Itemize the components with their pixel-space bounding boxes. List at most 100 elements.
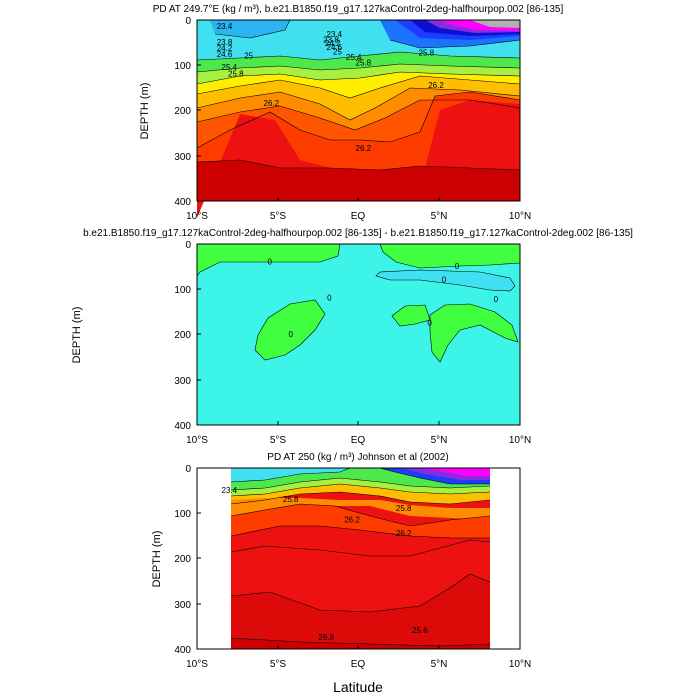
p1-contour-label-13: 25 xyxy=(333,47,342,56)
p2-contour-line-3 xyxy=(375,269,516,292)
p3-contour-line-1 xyxy=(230,467,351,483)
panel-3-title: PD AT 250 (kg / m³) Johnson et al (2002) xyxy=(267,452,448,463)
p2-xtick-label-1: 10°S xyxy=(186,435,208,446)
p1-band-dark-red xyxy=(197,160,520,201)
p2-xtick-label-2: 5°S xyxy=(270,435,287,446)
p2-contour-label-3: 0 xyxy=(327,294,332,303)
p2-contour-line-2 xyxy=(379,243,521,269)
p1-ytick-label-2: 100 xyxy=(174,61,191,72)
p3-contour-line-2 xyxy=(230,477,491,491)
p3-ytick-label-2: 100 xyxy=(174,509,191,520)
p2-xtick-label-5: 10°N xyxy=(509,435,531,446)
p2-contour-label-7: 0 xyxy=(494,295,499,304)
p2-contour-line-1 xyxy=(196,243,341,277)
panel-2-title: b.e21.B1850.f19_g17.127kaControl-2deg-ha… xyxy=(83,228,633,239)
p1-xtick-label-2: 5°S xyxy=(270,211,287,222)
p1-contour-line-6 xyxy=(196,99,521,131)
p1-ytick-label-3: 200 xyxy=(174,106,191,117)
p1-contour-label-15: 25.8 xyxy=(356,58,372,67)
p2-xtick-label-3: EQ xyxy=(351,435,366,446)
p3-xtick-label-4: 5°N xyxy=(431,659,448,670)
p3-band-dark-red xyxy=(231,638,490,649)
panel-2-contour-fill xyxy=(197,244,520,425)
p2-contour-label-4: 0 xyxy=(455,262,460,271)
p1-contour-line-1 xyxy=(196,51,521,61)
panel-3-y-axis-label: DEPTH (m) xyxy=(151,531,163,588)
p1-contour-label-1: 23.4 xyxy=(217,22,233,31)
p3-ytick-label-5: 400 xyxy=(174,645,191,656)
p3-band-orange xyxy=(231,498,490,520)
panel-1-x-ticks: 10°S 5°S EQ 5°N 10°N xyxy=(186,197,531,222)
panel-1-y-ticks: 0 100 200 300 400 xyxy=(174,16,201,208)
p2-ytick-label-5: 400 xyxy=(174,421,191,432)
p3-band-cyan xyxy=(231,468,350,482)
p2-contour-label-6: 0 xyxy=(427,318,432,327)
p1-contour-line-3 xyxy=(196,71,521,85)
p1-contour-label-2: 23.8 xyxy=(217,38,233,47)
p1-contour-line-10 xyxy=(389,39,521,49)
p2-ytick-label-1: 0 xyxy=(185,240,191,251)
p2-cyan-lens xyxy=(376,270,515,291)
panel-2: b.e21.B1850.f19_g17.127kaControl-2deg-ha… xyxy=(71,228,633,446)
p1-xtick-label-4: 5°N xyxy=(431,211,448,222)
p3-band-magenta xyxy=(420,468,490,476)
p2-green-top-left xyxy=(197,244,340,276)
p1-contour-label-6: 25.4 xyxy=(222,63,238,72)
p3-xtick-label-1: 10°S xyxy=(186,659,208,670)
p1-contour-label-4: 24.6 xyxy=(217,50,233,59)
p2-contour-label-1: 0 xyxy=(267,257,272,266)
p1-contour-label-10: 23.8 xyxy=(323,36,339,45)
p3-ytick-label-3: 200 xyxy=(174,554,191,565)
panel-3-contour-labels: 23.4 25.8 26.2 26.2 25.8 26.8 25.6 xyxy=(222,486,429,642)
panel-2-y-ticks: 0 100 200 300 400 xyxy=(174,240,201,432)
panel-3-contour-lines xyxy=(230,467,491,647)
p1-contour-line-8 xyxy=(196,159,521,171)
p1-contour-line-7 xyxy=(196,91,521,149)
p1-contour-label-7: 25.8 xyxy=(228,70,244,79)
p2-contour-label-5: 0 xyxy=(442,276,447,285)
p1-contour-line-5 xyxy=(196,87,521,121)
p1-contour-label-18: 26.2 xyxy=(428,81,444,90)
p1-contour-label-3: 24.2 xyxy=(217,44,233,53)
panel-3-y-ticks: 0 100 200 300 400 xyxy=(174,464,201,656)
p1-xtick-label-1: 10°S xyxy=(186,211,208,222)
p3-contour-line-5 xyxy=(230,503,491,527)
p3-contour-line-3 xyxy=(230,483,491,497)
p1-contour-line-4 xyxy=(196,75,521,99)
p2-green-blob-left xyxy=(255,300,325,360)
p3-band-red-dark xyxy=(231,574,490,649)
p3-xtick-label-3: EQ xyxy=(351,659,366,670)
panel-2-x-ticks: 10°S 5°S EQ 5°N 10°N xyxy=(186,421,531,446)
panel-1-y-axis-label: DEPTH (m) xyxy=(139,83,151,140)
panel-2-contour-labels: 0 0 0 0 0 0 0 xyxy=(267,257,498,338)
panel-2-y-axis-label: DEPTH (m) xyxy=(71,307,83,364)
p3-xtick-label-2: 5°S xyxy=(270,659,287,670)
p3-ytick-label-4: 300 xyxy=(174,600,191,611)
p2-green-top-right xyxy=(380,244,520,268)
p3-contour-line-9 xyxy=(230,637,491,647)
p1-band-sky xyxy=(210,20,290,38)
panel-2-contour-lines xyxy=(196,243,521,363)
p3-contour-line-8 xyxy=(230,573,491,613)
p1-band-yellow-green xyxy=(197,64,520,84)
p3-contour-label-1: 23.4 xyxy=(222,486,238,495)
p1-contour-label-5: 25 xyxy=(244,52,253,61)
p1-band-green xyxy=(197,52,520,72)
p1-contour-label-14: 25.4 xyxy=(346,53,362,62)
p1-contour-label-11: 24.2 xyxy=(325,39,341,48)
p2-contour-line-4 xyxy=(254,299,326,361)
p3-contour-label-4: 26.2 xyxy=(396,529,412,538)
p3-contour-label-3: 26.2 xyxy=(344,515,360,524)
p1-ytick-label-1: 0 xyxy=(185,16,191,27)
p1-contour-label-16: 26.2 xyxy=(356,144,372,153)
p2-green-blob-center xyxy=(392,305,430,326)
panel-1: PD AT 249.7°E (kg / m³), b.e21.B1850.f19… xyxy=(139,4,563,222)
p3-contour-label-6: 26.8 xyxy=(318,633,334,642)
p3-contour-label-5: 25.8 xyxy=(396,504,412,513)
p1-contour-label-9: 23.4 xyxy=(327,30,343,39)
panel-3-contour-fill xyxy=(231,468,490,649)
panel-3-x-ticks: 10°S 5°S EQ 5°N 10°N xyxy=(186,645,531,670)
p1-contour-label-12: 24.6 xyxy=(327,43,343,52)
panel-3: PD AT 250 (kg / m³) Johnson et al (2002)… xyxy=(151,452,531,670)
